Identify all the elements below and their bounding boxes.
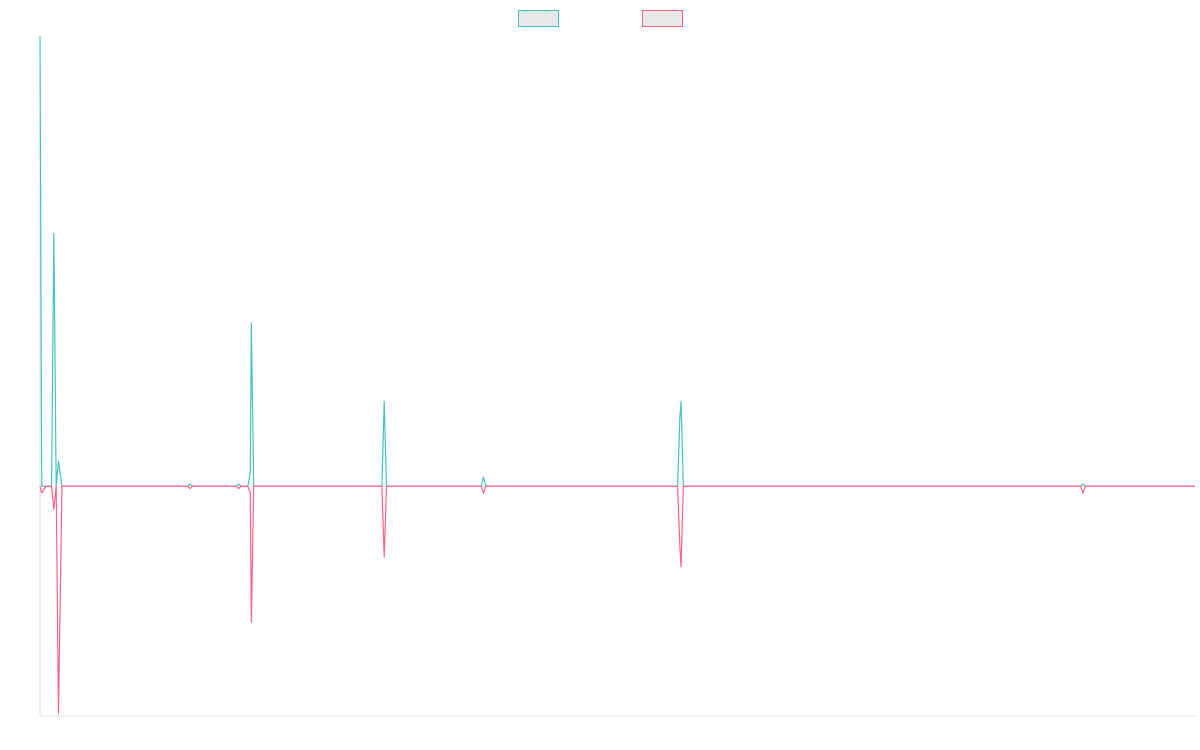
series-2-line (39, 485, 1195, 715)
series-1-line (39, 35, 1195, 487)
axes (39, 36, 1195, 717)
legend-swatch-series-1[interactable] (518, 10, 559, 27)
plot-area (39, 35, 1195, 715)
legend[interactable] (518, 10, 683, 27)
legend-swatch-series-2[interactable] (642, 10, 683, 27)
